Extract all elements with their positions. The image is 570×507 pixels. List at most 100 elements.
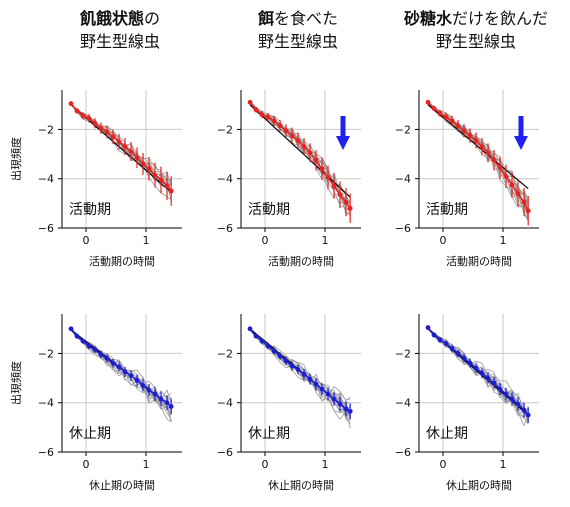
data-point — [168, 404, 174, 409]
data-point — [98, 125, 104, 131]
column-title-bold: 飢餓状態 — [79, 9, 144, 28]
data-point — [509, 396, 515, 402]
panel-label: 休止期 — [248, 426, 290, 442]
data-point — [425, 325, 431, 330]
individual-trace — [249, 102, 351, 206]
data-point — [146, 387, 152, 393]
x-tick-label: 0 — [83, 234, 90, 247]
data-point — [325, 391, 331, 397]
data-point — [74, 108, 80, 114]
y-axis-label: 出現頻度 — [9, 137, 23, 181]
y-tick-label: −2 — [38, 123, 54, 136]
y-tick-label: −6 — [217, 222, 233, 235]
data-point — [134, 378, 140, 383]
column-title-line1: 砂糖水だけを飲んだ — [404, 9, 548, 28]
x-axis-label: 活動期の時間 — [446, 254, 512, 268]
data-point — [152, 391, 158, 397]
column-title-bold: 砂糖水 — [404, 9, 453, 28]
data-point — [86, 115, 92, 121]
data-point — [271, 118, 277, 124]
data-point — [68, 101, 74, 106]
panel-label: 休止期 — [426, 426, 468, 442]
y-tick-label: −2 — [395, 347, 411, 360]
data-point — [455, 123, 461, 129]
data-point — [259, 338, 265, 344]
data-point — [74, 333, 80, 339]
data-point — [283, 358, 289, 364]
y-tick-label: −4 — [217, 397, 233, 410]
individual-trace — [70, 328, 172, 404]
data-point — [521, 407, 527, 413]
data-point — [289, 363, 295, 369]
data-point — [86, 343, 92, 349]
data-point — [479, 144, 485, 150]
data-point — [80, 113, 86, 119]
data-point — [259, 112, 265, 118]
data-point — [289, 133, 295, 138]
x-tick-label: 0 — [262, 234, 269, 247]
y-axis-label: 出現頻度 — [9, 361, 23, 405]
data-point — [515, 191, 521, 196]
data-point — [116, 364, 122, 370]
y-tick-label: −4 — [38, 397, 54, 410]
data-point — [307, 150, 313, 156]
panel-rest-2: −2 −4 −6 0 1 休止期の時間 休止期 — [217, 314, 361, 492]
x-axis-label: 休止期の時間 — [446, 479, 512, 492]
panel-label: 活動期 — [426, 202, 468, 218]
data-point — [347, 205, 353, 211]
column-title-rest: の — [144, 9, 160, 28]
data-point — [491, 157, 497, 163]
x-tick-label: 1 — [500, 458, 507, 471]
data-point — [437, 111, 443, 116]
x-tick-label: 0 — [440, 458, 447, 471]
data-point — [467, 133, 473, 138]
data-point — [140, 161, 146, 167]
y-tick-label: −4 — [217, 173, 233, 186]
data-point — [525, 208, 531, 214]
panel-label: 活動期 — [69, 202, 111, 218]
y-tick-label: −6 — [38, 222, 54, 235]
y-tick-label: −4 — [395, 397, 411, 410]
y-tick-label: −2 — [395, 123, 411, 136]
column-title-line2: 野生型線虫 — [258, 32, 338, 51]
data-point — [277, 123, 283, 129]
data-point — [431, 106, 437, 111]
data-point — [128, 373, 134, 379]
x-axis-label: 休止期の時間 — [89, 479, 155, 492]
data-point — [92, 120, 98, 126]
panel-label: 活動期 — [248, 202, 290, 218]
data-point — [525, 412, 531, 418]
data-point — [110, 134, 116, 140]
arrow-down-icon-head — [514, 136, 528, 150]
column-title-rest: を食べた — [274, 9, 338, 28]
y-tick-label: −4 — [395, 173, 411, 186]
data-point — [461, 355, 467, 361]
data-point — [473, 365, 479, 371]
data-point — [104, 355, 110, 361]
data-point — [110, 360, 116, 366]
data-point — [164, 400, 170, 406]
column-title-line2: 野生型線虫 — [80, 32, 160, 51]
data-point — [283, 128, 289, 134]
data-point — [271, 348, 277, 354]
data-point — [104, 129, 110, 135]
data-point — [449, 346, 455, 351]
x-tick-label: 0 — [440, 234, 447, 247]
data-point — [122, 144, 128, 150]
data-point — [491, 380, 497, 386]
data-point — [347, 408, 353, 414]
data-point — [313, 381, 319, 387]
data-point — [467, 360, 473, 366]
data-point — [509, 182, 515, 188]
data-point — [503, 391, 509, 397]
data-point — [80, 338, 86, 344]
data-point — [295, 138, 301, 143]
data-point — [443, 114, 449, 120]
data-point — [140, 383, 146, 388]
x-tick-label: 0 — [262, 458, 269, 471]
data-point — [158, 177, 164, 183]
x-axis-label: 活動期の時間 — [89, 254, 155, 268]
data-point — [128, 149, 134, 155]
x-tick-label: 1 — [143, 234, 150, 247]
